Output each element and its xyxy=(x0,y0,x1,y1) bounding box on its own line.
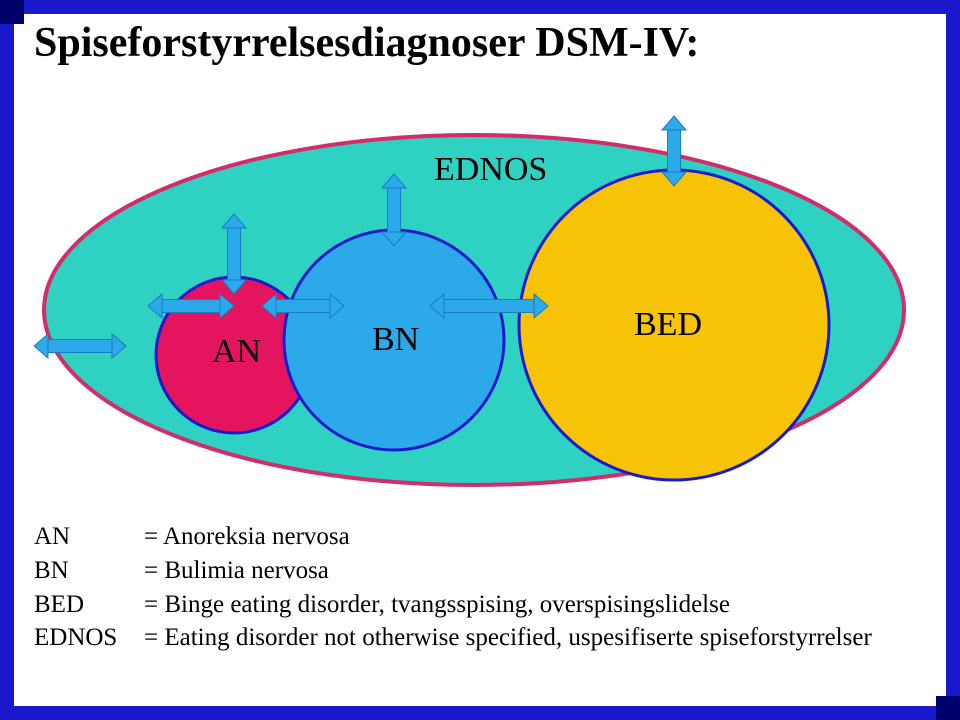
legend-row-bn: BN= Bulimia nervosa xyxy=(34,554,872,588)
legend-key: EDNOS xyxy=(34,621,144,655)
slide: Spiseforstyrrelsesdiagnoser DSM-IV: EDNO… xyxy=(0,0,960,720)
arrowhead-5-a xyxy=(662,116,686,130)
circle-label-an: AN xyxy=(212,333,261,370)
legend-row-bed: BED= Binge eating disorder, tvangsspisin… xyxy=(34,588,872,622)
legend-text: = Eating disorder not otherwise specifie… xyxy=(144,621,872,655)
legend-key: BN xyxy=(34,554,144,588)
legend-text: = Binge eating disorder, tvangsspising, … xyxy=(144,588,730,622)
legend-row-an: AN= Anoreksia nervosa xyxy=(34,520,872,554)
corner-tl xyxy=(0,0,24,24)
diagram-svg: EDNOS AN BN BED xyxy=(34,110,914,490)
arrowhead-6-a xyxy=(34,334,48,358)
ednos-label: EDNOS xyxy=(434,151,547,188)
legend-row-ednos: EDNOS= Eating disorder not otherwise spe… xyxy=(34,621,872,655)
slide-title: Spiseforstyrrelsesdiagnoser DSM-IV: xyxy=(34,20,940,66)
legend-key: BED xyxy=(34,588,144,622)
legend-text: = Anoreksia nervosa xyxy=(144,520,350,554)
circle-label-bed: BED xyxy=(634,306,702,343)
slide-content: Spiseforstyrrelsesdiagnoser DSM-IV: EDNO… xyxy=(34,20,940,700)
legend-key: AN xyxy=(34,520,144,554)
legend-text: = Bulimia nervosa xyxy=(144,554,329,588)
legend: AN= Anoreksia nervosaBN= Bulimia nervosa… xyxy=(34,520,872,655)
circle-label-bn: BN xyxy=(372,321,419,358)
